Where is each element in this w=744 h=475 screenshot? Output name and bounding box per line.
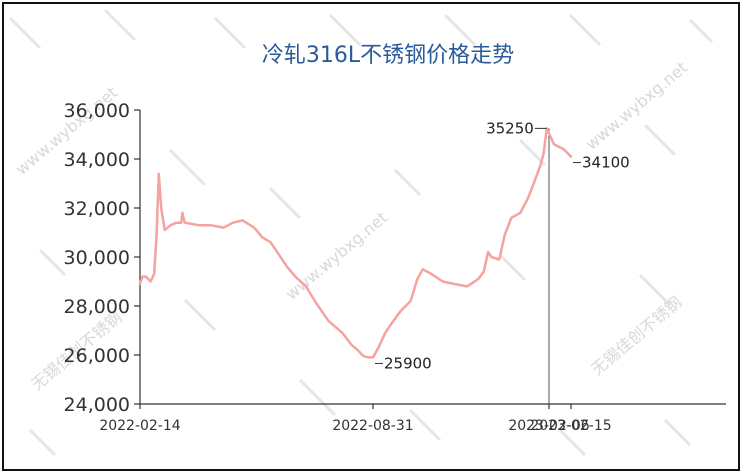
y-tick-label: 26,000 [64,345,130,367]
price-series-line [138,127,573,359]
watermark-text: 无锡佳创不锈钢 [587,293,685,380]
watermark-slash [443,13,477,47]
watermark-slash [328,13,362,47]
watermark-text: www.wybxg.net [282,208,391,304]
watermark-slash [8,16,42,50]
annotation-label: 35250 [486,119,534,137]
x-tick-label: 2023-02-06 [508,418,589,434]
watermark-slash [28,428,57,457]
annotation-layer: 35250 34100 25900 [375,119,630,372]
y-tick-label: 36,000 [64,100,130,122]
watermark-slash [38,248,67,277]
chart-frame [2,2,740,471]
annotation-label: 25900 [384,354,432,372]
y-tick-label: 30,000 [64,247,130,269]
x-tick-label: 2023-02-15 [530,418,611,434]
watermark-slash [638,273,672,307]
watermark-slash [688,18,714,44]
watermark-slash [498,253,527,282]
watermark-slash [168,148,207,187]
watermark-layer: www.wybxg.netwww.wybxg.netwww.wybxg.net无… [8,8,714,457]
y-tick-label: 24,000 [64,394,130,416]
x-tick-label: 2022-08-31 [332,418,413,434]
watermark-slash [268,186,302,220]
watermark-slash [393,168,422,197]
watermark-text: www.wybxg.net [582,58,691,154]
watermark-slash [183,298,217,332]
watermark-slash [103,8,137,42]
series-layer [138,127,573,359]
y-tick-label: 32,000 [64,198,130,220]
watermark-slash [568,13,602,47]
annotation-label: 34100 [582,154,630,172]
y-tick-label: 28,000 [64,296,130,318]
watermark-slash [663,418,692,447]
watermark-slash [213,16,247,50]
watermark-slash [298,378,337,417]
watermark-slash [558,428,587,457]
watermark-slash [643,123,677,157]
x-tick-label: 2022-02-14 [99,418,180,434]
axes-layer: 24,000 26,000 28,000 30,000 32,000 34,000 36,0… [64,100,726,434]
y-tick-label: 34,000 [64,149,130,171]
chart-title: 冷轧316L不锈钢价格走势 [262,43,514,68]
watermark-slash [408,408,442,442]
